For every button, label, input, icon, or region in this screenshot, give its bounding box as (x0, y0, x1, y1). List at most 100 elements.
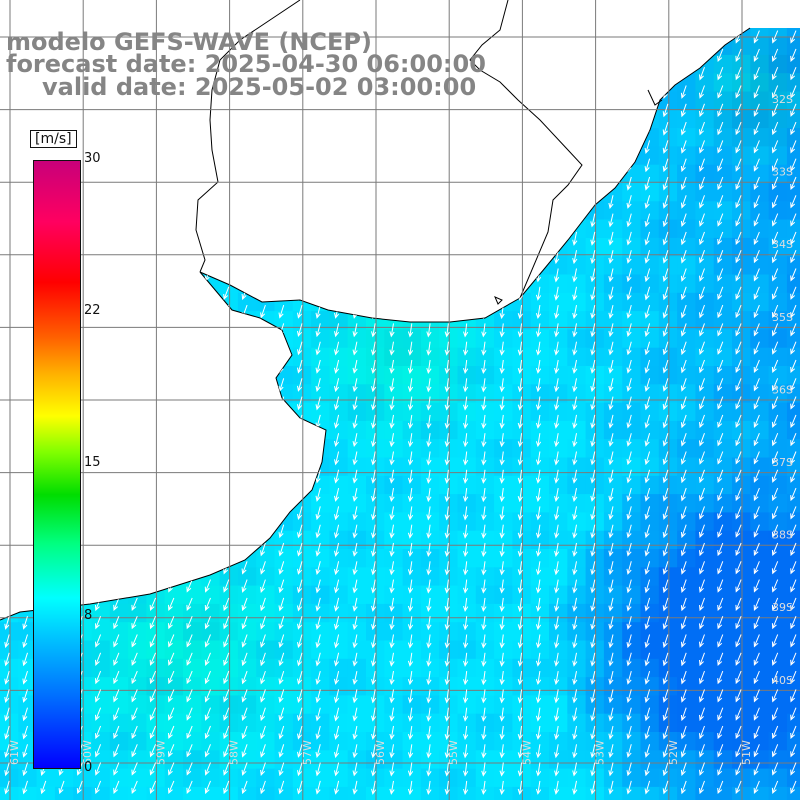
wind-arrow (572, 671, 578, 686)
wind-arrow (168, 725, 175, 740)
wind-arrow (131, 286, 138, 300)
wind-arrow (223, 213, 230, 227)
wind-cell (274, 530, 294, 550)
wind-arrow (4, 652, 10, 667)
wind-arrow (352, 762, 358, 777)
wind-cell (0, 201, 19, 221)
wind-arrow (771, 250, 779, 264)
wind-cell (91, 512, 111, 532)
wind-arrow (644, 48, 651, 63)
wind-arrow (113, 396, 120, 410)
wind-cell (402, 384, 422, 404)
wind-cell (585, 201, 605, 221)
wind-arrow (699, 67, 705, 81)
wind-cell (329, 128, 349, 147)
wind-arrow (771, 158, 779, 172)
wind-cell (585, 366, 605, 385)
wind-cell (420, 384, 440, 404)
wind-cell (695, 549, 715, 568)
wind-cell (183, 219, 202, 239)
wind-arrow (717, 140, 724, 154)
wind-arrow (517, 689, 523, 704)
wind-arrow (771, 433, 779, 447)
wind-arrow (389, 158, 395, 173)
wind-arrow (626, 121, 632, 136)
wind-cell (549, 585, 568, 605)
wind-arrow (644, 744, 651, 758)
wind-arrow (572, 85, 578, 100)
wind-cell (237, 237, 257, 257)
wind-arrow (644, 652, 651, 667)
wind-arrow (389, 689, 395, 704)
wind-cell (530, 36, 550, 56)
wind-cell (219, 512, 239, 532)
wind-arrow (426, 323, 432, 338)
wind-arrow (590, 780, 596, 795)
wind-arrow (608, 121, 614, 136)
wind-cell (237, 677, 257, 696)
wind-arrow (662, 725, 669, 740)
wind-arrow (626, 433, 632, 447)
wind-arrow (699, 213, 705, 227)
wind-cell (164, 695, 184, 715)
wind-cell (768, 640, 788, 660)
wind-cell (366, 677, 385, 696)
wind-cell (201, 420, 221, 440)
wind-cell (786, 36, 800, 56)
wind-cell (274, 292, 294, 312)
wind-cell (402, 585, 422, 605)
wind-arrow (717, 323, 724, 337)
wind-arrow (572, 305, 578, 320)
wind-cell (585, 274, 605, 294)
wind-cell (603, 677, 623, 696)
wind-cell (311, 512, 330, 532)
wind-cell (402, 567, 422, 587)
wind-cell (439, 786, 459, 800)
wind-arrow (771, 48, 779, 62)
wind-cell (164, 420, 184, 440)
wind-arrow (626, 213, 632, 228)
wind-cell (164, 219, 184, 239)
wind-cell (622, 329, 642, 349)
wind-arrow (626, 725, 632, 740)
wind-arrow (499, 323, 505, 338)
wind-cell (585, 28, 605, 38)
wind-cell (128, 402, 147, 422)
wind-cell (677, 732, 696, 751)
wind-cell (91, 128, 111, 147)
wind-arrow (554, 359, 560, 374)
wind-arrow (426, 451, 432, 466)
wind-arrow (463, 433, 469, 448)
wind-arrow (753, 451, 760, 465)
wind-cell (164, 292, 184, 312)
wind-cell (109, 201, 129, 221)
wind-arrow (644, 67, 651, 81)
wind-cell (512, 585, 532, 605)
wind-cell (128, 750, 147, 770)
wind-cell (603, 622, 623, 642)
wind-cell (0, 677, 19, 696)
wind-arrow (149, 121, 157, 136)
wind-arrow (186, 433, 193, 447)
wind-arrow (735, 304, 742, 319)
wind-arrow (186, 121, 193, 136)
wind-cell (786, 329, 800, 349)
wind-arrow (149, 634, 157, 648)
wind-cell (274, 640, 294, 660)
wind-cell (329, 750, 349, 770)
wind-arrow (278, 341, 285, 356)
wind-cell (128, 677, 147, 696)
wind-arrow (572, 286, 578, 301)
wind-cell (219, 274, 239, 294)
wind-arrow (204, 469, 211, 483)
wind-arrow (169, 12, 174, 24)
wind-arrow (186, 652, 193, 666)
wind-cell (347, 768, 367, 788)
wind-arrow (223, 323, 230, 337)
wind-arrow (536, 12, 540, 25)
wind-cell (677, 603, 696, 623)
wind-cell (237, 475, 257, 495)
wind-arrow (149, 359, 157, 374)
wind-cell (420, 750, 440, 770)
wind-cell (640, 164, 660, 184)
